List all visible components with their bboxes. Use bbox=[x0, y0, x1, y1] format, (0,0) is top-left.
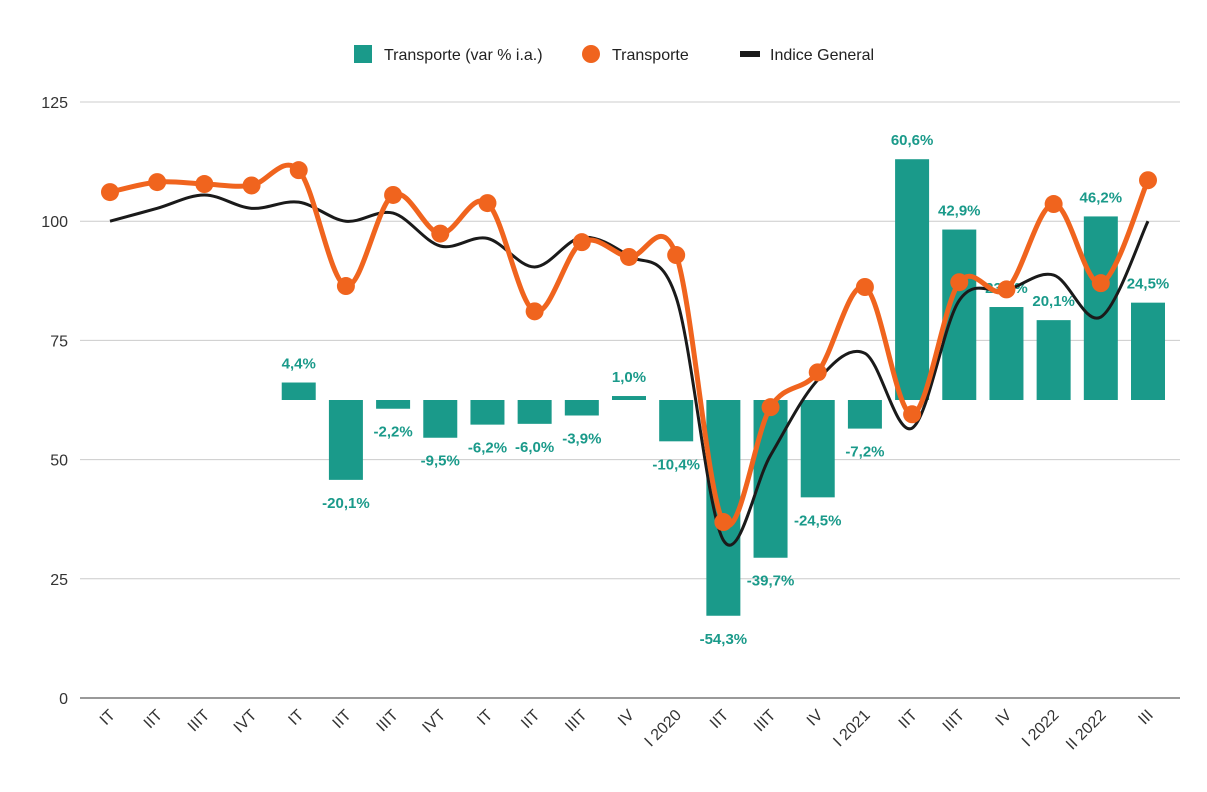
bar bbox=[517, 400, 552, 424]
bar bbox=[753, 400, 788, 558]
marker bbox=[242, 176, 261, 195]
marker bbox=[572, 233, 591, 252]
legend-swatch bbox=[582, 45, 600, 63]
data-label: -7,2% bbox=[845, 444, 884, 461]
x-tick-label: IIIT bbox=[374, 707, 403, 736]
x-tick-label: IIT bbox=[707, 707, 732, 732]
bar bbox=[989, 307, 1024, 400]
bar bbox=[281, 382, 316, 400]
y-tick-label: 125 bbox=[41, 95, 68, 112]
x-tick-label: IVT bbox=[419, 707, 449, 737]
data-label: -39,7% bbox=[747, 573, 795, 590]
bar bbox=[659, 400, 694, 442]
marker bbox=[384, 185, 403, 204]
data-label: -3,9% bbox=[562, 430, 601, 447]
bar bbox=[1083, 216, 1118, 400]
x-tick-label: IV bbox=[615, 707, 638, 730]
legend-label: Transporte (var % i.a.) bbox=[384, 47, 543, 64]
x-tick-label: IIIT bbox=[562, 707, 591, 736]
marker bbox=[903, 405, 922, 424]
x-tick-label: I 2022 bbox=[1019, 707, 1063, 751]
bar bbox=[706, 400, 741, 616]
x-tick-label: IT bbox=[285, 707, 307, 729]
data-label: 24,5% bbox=[1127, 276, 1170, 293]
data-label: -2,2% bbox=[373, 424, 412, 441]
marker bbox=[336, 277, 355, 296]
x-tick-label: IIT bbox=[330, 707, 355, 732]
x-tick-label: IT bbox=[97, 707, 119, 729]
legend-swatch bbox=[354, 45, 372, 63]
bar bbox=[612, 396, 646, 400]
data-label: 20,1% bbox=[1032, 293, 1075, 310]
y-tick-label: 75 bbox=[50, 333, 68, 350]
data-label: -10,4% bbox=[652, 456, 700, 473]
y-tick-label: 25 bbox=[50, 572, 68, 589]
marker bbox=[1091, 274, 1110, 293]
data-label: -6,0% bbox=[515, 439, 554, 456]
data-label: 42,9% bbox=[938, 203, 981, 220]
data-label: -24,5% bbox=[794, 512, 842, 529]
marker bbox=[714, 513, 733, 532]
legend-swatch bbox=[740, 51, 760, 57]
marker bbox=[289, 161, 308, 180]
bar bbox=[847, 400, 882, 429]
marker bbox=[101, 183, 119, 202]
data-label: 1,0% bbox=[612, 369, 646, 386]
x-tick-label: IIT bbox=[518, 707, 543, 732]
marker bbox=[855, 277, 874, 296]
bar bbox=[800, 400, 835, 498]
bar bbox=[1131, 302, 1165, 400]
data-label: -6,2% bbox=[468, 440, 507, 457]
x-tick-label: IIIT bbox=[185, 707, 214, 736]
bar bbox=[564, 400, 599, 416]
data-label: -54,3% bbox=[700, 631, 748, 648]
x-tick-label: IIT bbox=[896, 707, 921, 732]
marker bbox=[667, 246, 686, 265]
marker bbox=[195, 175, 214, 194]
data-label: 46,2% bbox=[1080, 189, 1123, 206]
x-tick-label: IT bbox=[474, 707, 496, 729]
marker bbox=[1044, 195, 1063, 214]
x-tick-label: I 2020 bbox=[642, 707, 686, 751]
data-label: 4,4% bbox=[282, 356, 316, 373]
x-tick-label: IV bbox=[804, 707, 827, 730]
x-tick-label: II 2022 bbox=[1063, 707, 1110, 754]
x-tick-label: IIIT bbox=[751, 707, 780, 736]
bar bbox=[470, 400, 505, 425]
x-tick-label: IV bbox=[993, 707, 1016, 730]
x-tick-label: IIIT bbox=[940, 707, 969, 736]
marker bbox=[478, 194, 497, 213]
legend-label: Transporte bbox=[612, 47, 689, 64]
x-tick-label: I 2021 bbox=[830, 707, 874, 751]
marker bbox=[950, 273, 969, 292]
bar bbox=[895, 159, 930, 400]
bar bbox=[1036, 320, 1071, 400]
x-tick-label: III bbox=[1135, 707, 1156, 728]
x-tick-label: IVT bbox=[231, 707, 261, 737]
marker bbox=[620, 247, 638, 266]
line bbox=[109, 193, 1150, 547]
y-tick-label: 50 bbox=[50, 453, 68, 470]
legend-label: Indice General bbox=[770, 47, 874, 64]
data-label: -9,5% bbox=[421, 453, 460, 470]
data-label: -20,1% bbox=[322, 495, 370, 512]
marker bbox=[808, 363, 827, 382]
marker bbox=[525, 302, 544, 321]
marker bbox=[761, 398, 780, 417]
y-tick-label: 100 bbox=[41, 214, 68, 231]
bar bbox=[328, 400, 363, 480]
marker bbox=[431, 224, 450, 243]
bar bbox=[423, 400, 458, 438]
marker bbox=[997, 280, 1016, 299]
data-label: 60,6% bbox=[891, 132, 934, 149]
marker bbox=[148, 173, 167, 192]
y-tick-label: 0 bbox=[59, 691, 68, 708]
marker bbox=[1139, 171, 1157, 190]
x-tick-label: IIT bbox=[141, 707, 166, 732]
bar bbox=[376, 400, 411, 409]
